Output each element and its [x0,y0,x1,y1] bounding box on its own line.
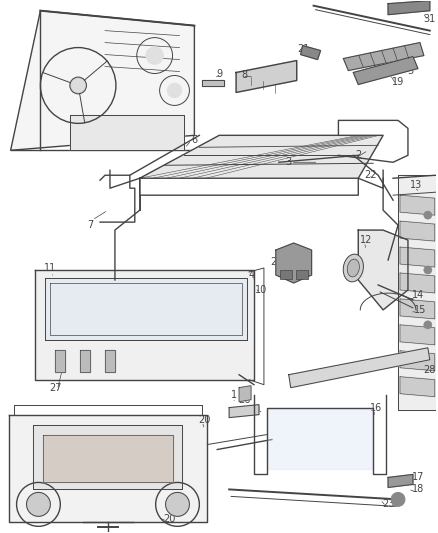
Polygon shape [229,405,259,417]
Text: 20: 20 [198,415,211,425]
Polygon shape [140,135,383,178]
Text: 26: 26 [238,394,250,405]
Text: 25: 25 [271,257,283,267]
Text: 31: 31 [424,14,436,23]
Circle shape [166,492,189,516]
Bar [280,270,292,279]
Circle shape [27,492,50,516]
Circle shape [167,83,182,98]
Text: 13: 13 [410,180,422,190]
Bar [296,270,307,279]
Text: 14: 14 [412,290,424,300]
Text: 7: 7 [87,220,93,230]
Circle shape [71,79,85,92]
Ellipse shape [347,259,360,277]
Polygon shape [400,351,435,371]
Text: 18: 18 [412,484,424,495]
Polygon shape [239,386,251,402]
Text: 29: 29 [248,405,260,415]
Polygon shape [400,377,435,397]
Text: 1: 1 [231,390,237,400]
Polygon shape [43,434,173,482]
Polygon shape [398,175,436,410]
Text: 17: 17 [412,472,424,482]
Polygon shape [358,230,408,310]
Polygon shape [236,61,297,92]
Text: 12: 12 [360,235,372,245]
Text: 30: 30 [350,263,362,273]
Text: 11: 11 [44,263,57,273]
Polygon shape [80,350,90,372]
Circle shape [146,46,164,64]
Polygon shape [400,221,435,241]
Circle shape [424,266,432,274]
Polygon shape [202,80,224,86]
Text: 23: 23 [382,499,394,510]
Text: 20: 20 [163,514,176,524]
Polygon shape [70,116,184,150]
Polygon shape [276,243,311,283]
Text: 4: 4 [249,270,255,280]
Text: 8: 8 [241,69,247,79]
Text: 6: 6 [191,135,198,146]
Text: 2: 2 [355,150,361,160]
Polygon shape [388,474,413,487]
Text: 27: 27 [49,383,62,393]
Polygon shape [300,46,321,60]
Text: 21: 21 [297,44,310,54]
Polygon shape [55,350,65,372]
Text: 22: 22 [364,170,376,180]
Text: 28: 28 [424,365,436,375]
Polygon shape [35,270,254,379]
Text: 5: 5 [407,66,413,76]
Polygon shape [388,1,430,15]
Polygon shape [400,325,435,345]
Text: 9: 9 [216,69,223,78]
Polygon shape [400,195,435,215]
Polygon shape [9,415,207,522]
Polygon shape [343,43,424,70]
Circle shape [424,321,432,329]
Text: 19: 19 [392,77,404,87]
Polygon shape [289,348,430,387]
Polygon shape [400,247,435,267]
Text: 10: 10 [255,285,267,295]
Polygon shape [400,299,435,319]
Polygon shape [46,278,247,340]
Circle shape [70,77,86,94]
Polygon shape [353,56,418,84]
Polygon shape [11,11,194,150]
Polygon shape [267,408,373,470]
Polygon shape [105,350,115,372]
Circle shape [391,492,405,506]
Text: 15: 15 [413,305,426,315]
Polygon shape [400,273,435,293]
Polygon shape [33,425,183,489]
Text: 16: 16 [370,402,382,413]
Text: 3: 3 [286,157,292,167]
Ellipse shape [343,254,364,282]
Circle shape [424,211,432,219]
